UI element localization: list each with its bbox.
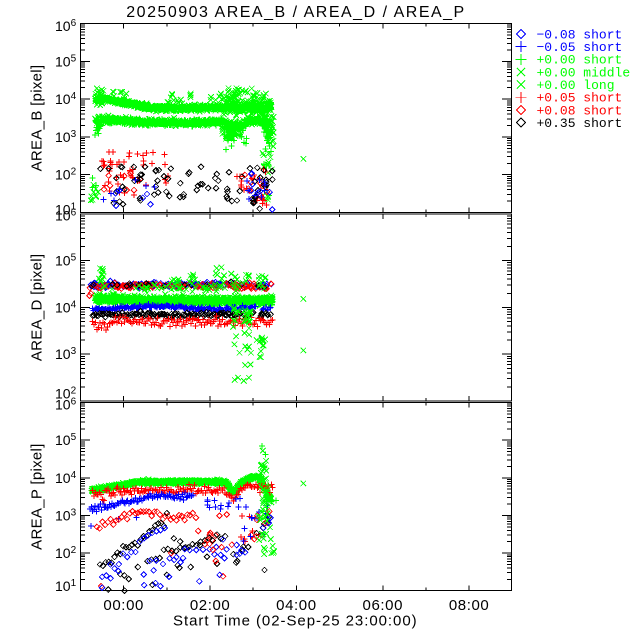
svg-text:−0.08 short: −0.08 short [537, 27, 623, 42]
svg-text:+0.00 middle: +0.00 middle [537, 65, 631, 80]
svg-text:+0.00 short: +0.00 short [537, 53, 623, 68]
svg-text:Start Time (02-Sep-25 23:00:00: Start Time (02-Sep-25 23:00:00) [173, 613, 418, 630]
svg-text:+0.08 short: +0.08 short [537, 103, 623, 118]
svg-text:+0.35 short: +0.35 short [537, 116, 623, 131]
svg-text:AREA_B [pixel]: AREA_B [pixel] [29, 65, 46, 172]
svg-text:AREA_P [pixel]: AREA_P [pixel] [29, 443, 46, 549]
svg-text:00:00: 00:00 [103, 597, 144, 614]
svg-text:AREA_D [pixel]: AREA_D [pixel] [29, 254, 46, 362]
svg-text:+0.05 short: +0.05 short [537, 91, 623, 106]
svg-text:+0.00 long: +0.00 long [537, 78, 615, 93]
svg-text:04:00: 04:00 [276, 597, 317, 614]
svg-text:06:00: 06:00 [363, 597, 404, 614]
svg-text:02:00: 02:00 [190, 597, 231, 614]
svg-text:08:00: 08:00 [449, 597, 490, 614]
svg-text:−0.05 short: −0.05 short [537, 40, 623, 55]
svg-text:20250903 AREA_B / AREA_D / ARE: 20250903 AREA_B / AREA_D / AREA_P [126, 4, 465, 21]
